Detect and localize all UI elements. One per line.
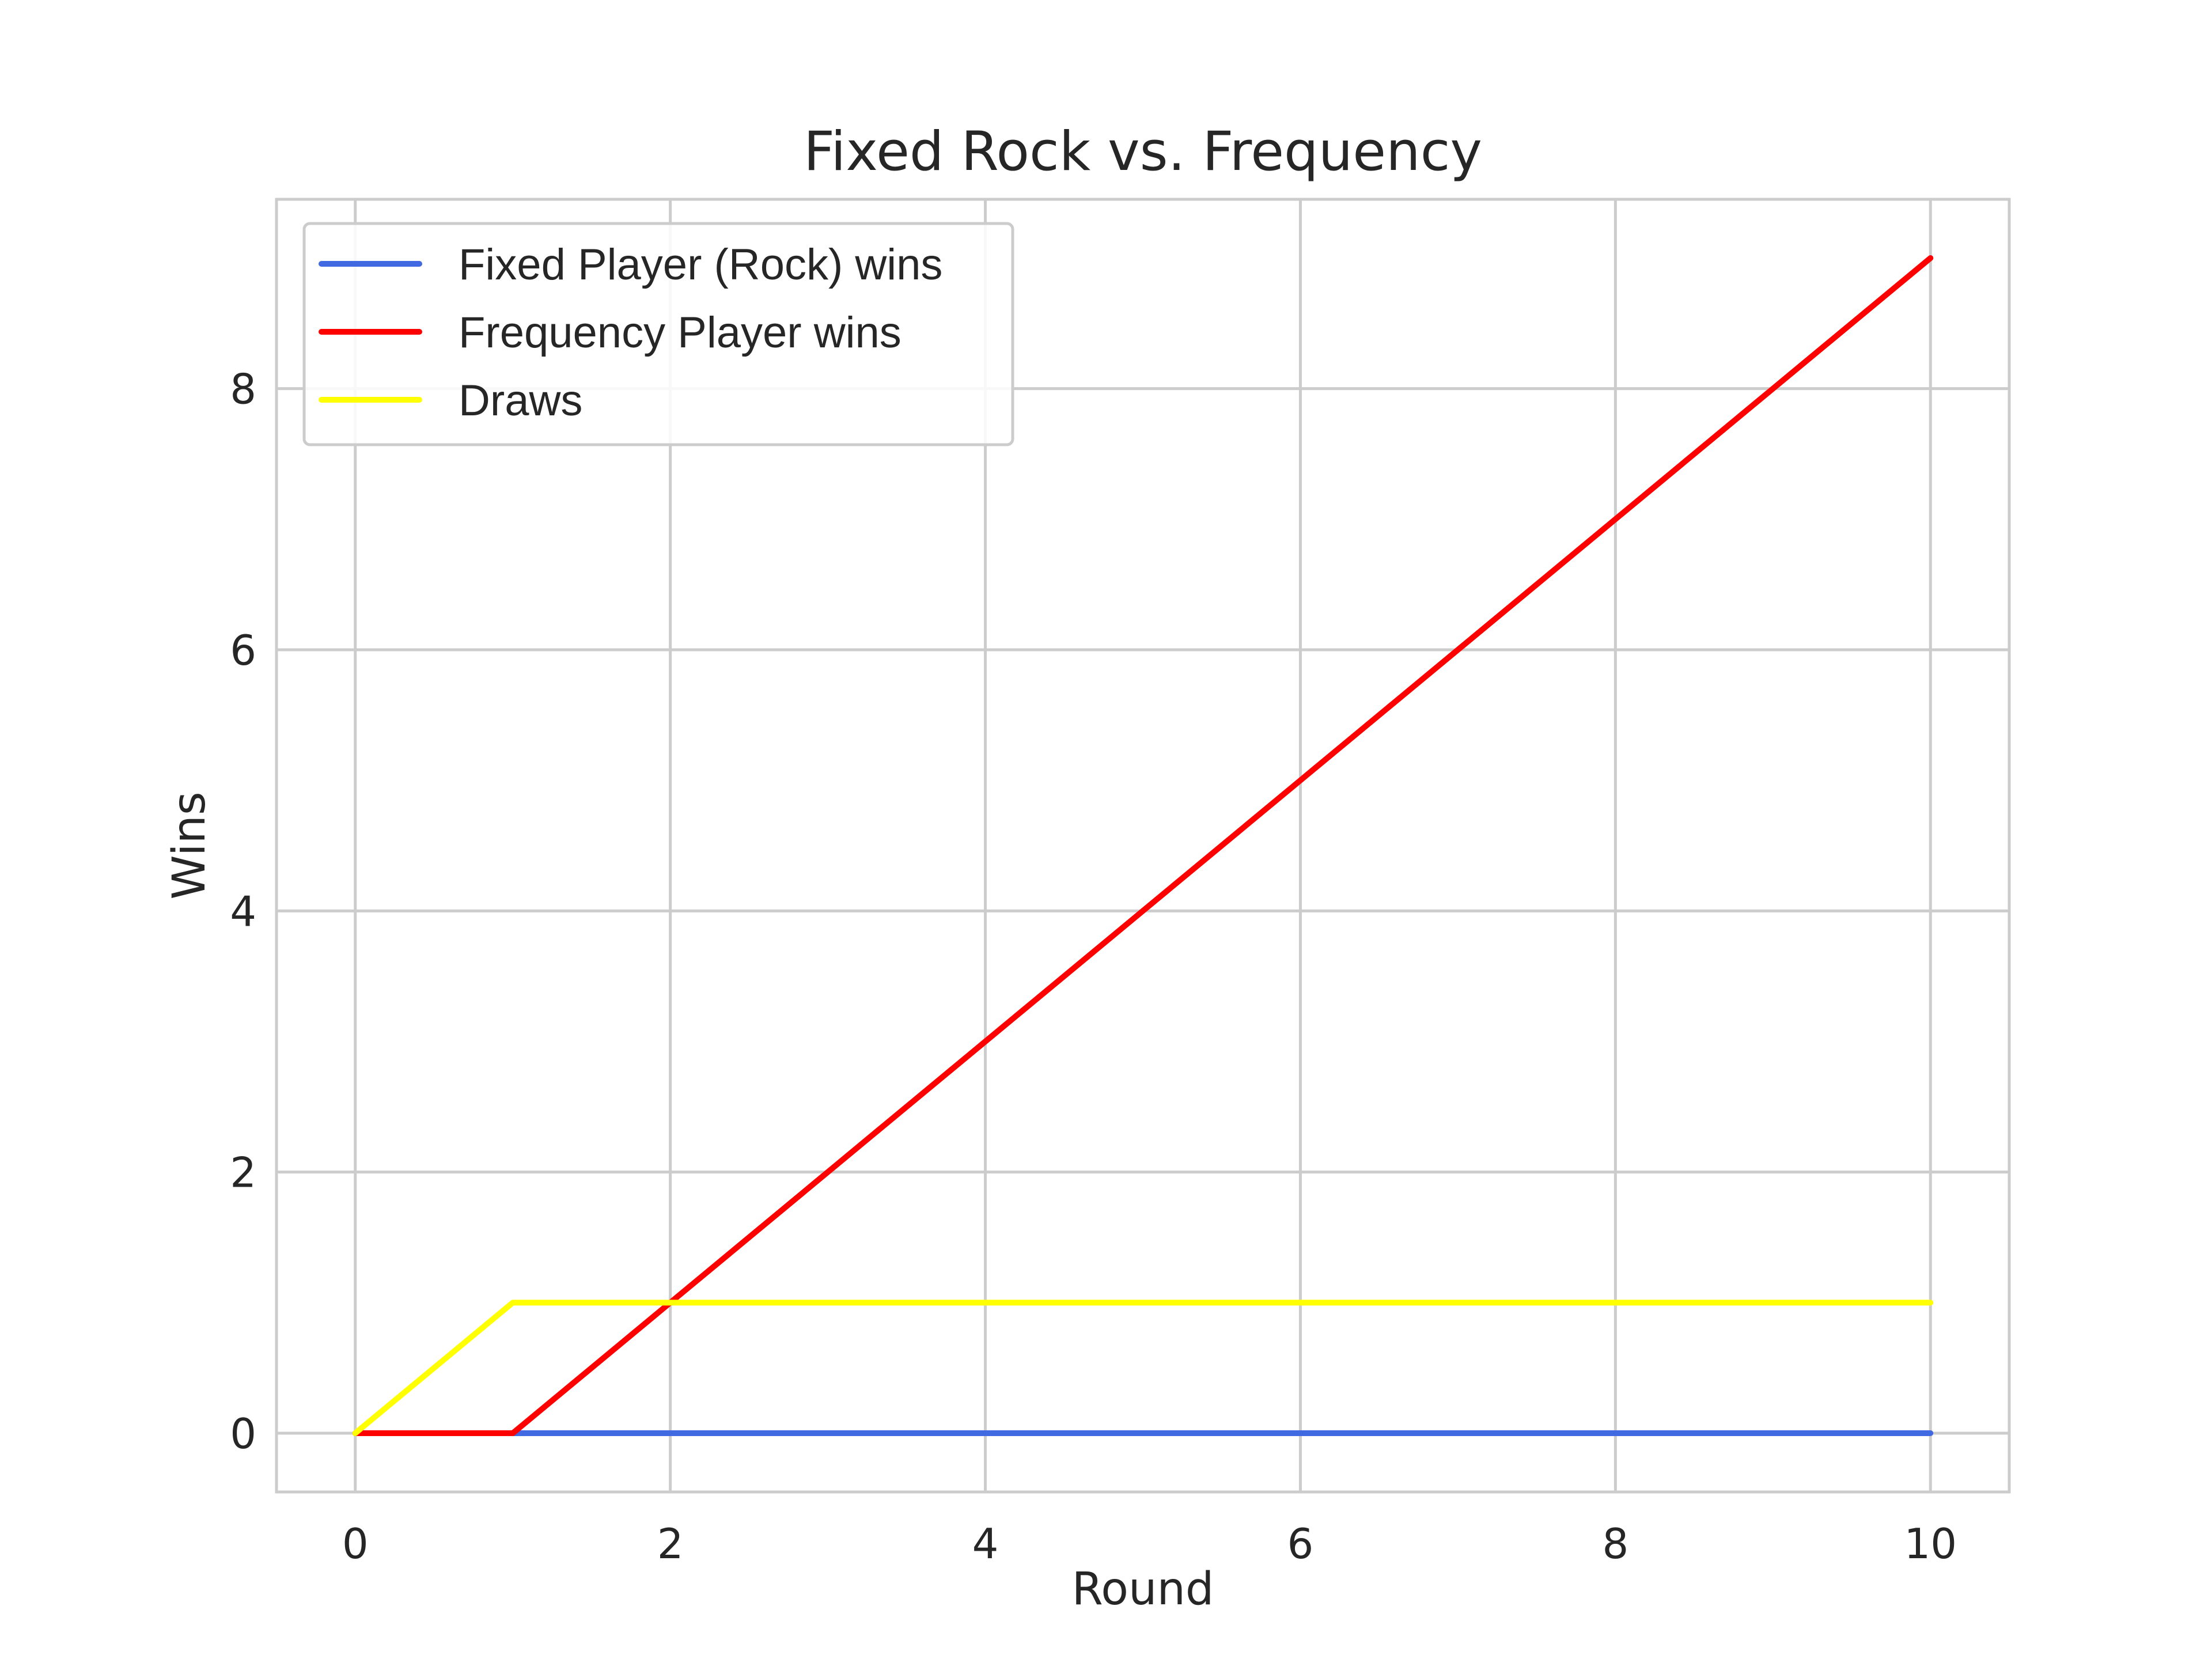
y-tick-label: 6 — [230, 626, 256, 675]
plot-frame — [275, 198, 2011, 1494]
x-axis-label: Round — [1072, 1563, 1214, 1615]
y-tick-label: 0 — [230, 1410, 256, 1458]
x-tick-label: 4 — [972, 1520, 999, 1568]
legend-label-1: Frequency Player wins — [459, 308, 902, 357]
y-tick-label: 4 — [230, 887, 256, 935]
series-line-1 — [352, 255, 1934, 1436]
y-tick-label: 2 — [230, 1149, 256, 1197]
x-tick-label: 2 — [657, 1520, 684, 1568]
y-tick-labels: 0 2 4 6 8 — [230, 365, 256, 1458]
legend-box — [302, 222, 1014, 446]
x-tick-labels: 0 2 4 6 8 10 — [342, 1520, 1957, 1568]
legend: Fixed Player (Rock) wins Frequency Player… — [302, 222, 1014, 446]
series-lines — [352, 255, 1934, 1436]
series-line-2 — [352, 1300, 1934, 1436]
x-tick-label: 8 — [1602, 1520, 1628, 1568]
x-tick-label: 6 — [1287, 1520, 1314, 1568]
x-tick-label: 0 — [342, 1520, 369, 1568]
x-tick-label: 10 — [1904, 1520, 1957, 1568]
legend-label-0: Fixed Player (Rock) wins — [459, 240, 942, 289]
legend-label-2: Draws — [459, 376, 582, 425]
chart-title: Fixed Rock vs. Frequency — [804, 120, 1482, 183]
y-axis-label: Wins — [164, 791, 215, 899]
y-tick-label: 8 — [230, 365, 256, 414]
